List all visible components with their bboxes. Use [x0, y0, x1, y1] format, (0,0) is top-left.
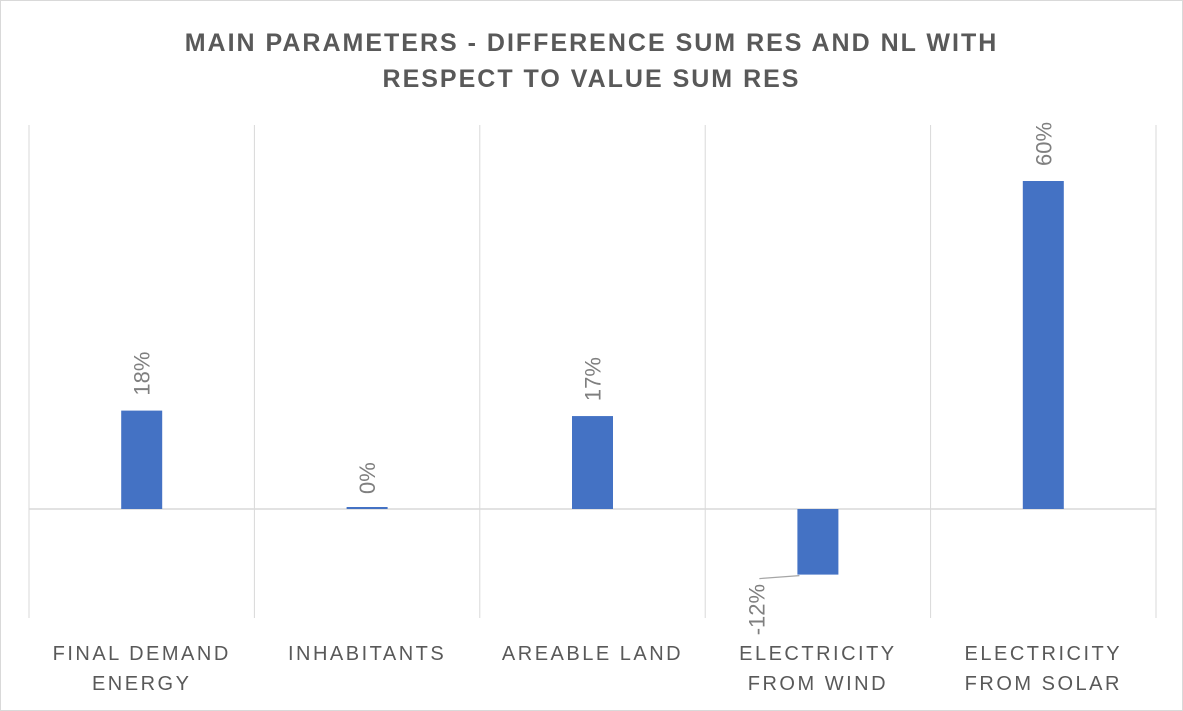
data-label: 0% [355, 462, 380, 494]
category-label: FINAL DEMAND [53, 643, 231, 665]
category-label: INHABITANTS [288, 643, 446, 665]
chart-title-line-1: MAIN PARAMETERS - DIFFERENCE SUM RES AND… [184, 29, 999, 57]
category-label: ELECTRICITY [739, 643, 897, 665]
data-label: 60% [1031, 122, 1056, 166]
data-label: -12% [744, 584, 769, 635]
category-label: ENERGY [92, 673, 191, 695]
bar [1022, 181, 1064, 509]
chart-title-line-2: RESPECT TO VALUE SUM RES [382, 65, 801, 93]
category-label: AREABLE LAND [502, 643, 683, 665]
category-label: ELECTRICITY [965, 643, 1123, 665]
data-label: 18% [130, 352, 155, 396]
chart-title: MAIN PARAMETERS - DIFFERENCE SUM RES AND… [1, 25, 1182, 97]
data-label-leader-line [759, 575, 800, 580]
bar [797, 509, 839, 575]
data-label: 17% [581, 357, 606, 401]
bar [121, 410, 163, 509]
bar [572, 416, 613, 509]
bar [346, 507, 388, 509]
category-label: FROM WIND [748, 673, 888, 695]
category-label: FROM SOLAR [965, 673, 1122, 695]
